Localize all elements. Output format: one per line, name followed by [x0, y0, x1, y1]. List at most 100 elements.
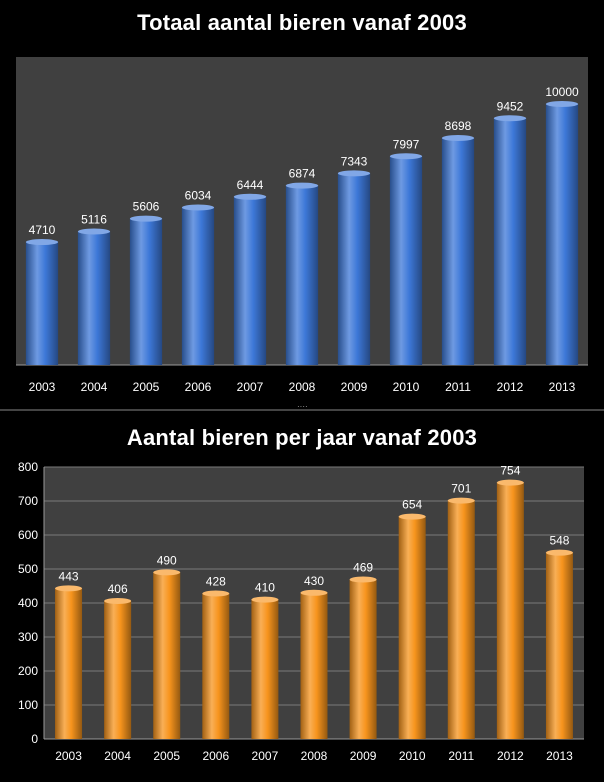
bar: [545, 552, 573, 739]
chart-title: Totaal aantal bieren vanaf 2003: [137, 10, 467, 35]
bar-cap: [55, 585, 83, 592]
data-label: 8698: [445, 119, 472, 133]
bar: [545, 103, 579, 366]
bar-cap: [545, 100, 579, 107]
bar-cap: [398, 513, 426, 520]
bar-cap: [233, 193, 267, 200]
x-tick-label: 2012: [497, 749, 524, 763]
bar: [300, 592, 328, 739]
x-tick-label: 2004: [104, 749, 131, 763]
x-tick-label: 2013: [546, 749, 573, 763]
x-tick-label: 2008: [301, 749, 328, 763]
data-label: 7997: [393, 137, 420, 151]
bar: [55, 588, 83, 739]
data-label: 443: [59, 569, 79, 583]
x-tick-label: 2005: [153, 749, 180, 763]
bar-cap: [441, 134, 475, 141]
y-tick-label: 200: [18, 664, 38, 678]
x-tick-label: 2004: [81, 380, 108, 394]
x-tick-label: 2006: [202, 749, 229, 763]
data-label: 6444: [237, 178, 264, 192]
bar: [251, 599, 279, 739]
data-label: 4710: [29, 223, 56, 237]
bar: [389, 156, 423, 365]
x-tick-label: 2009: [350, 749, 377, 763]
data-label: 654: [402, 498, 422, 512]
data-label: 410: [255, 581, 275, 595]
total-beers-chart-panel: Totaal aantal bieren vanaf 2003 4710 2003…: [16, 10, 588, 394]
bar: [337, 173, 371, 365]
x-tick-label: 2011: [445, 380, 471, 394]
bar-cap: [496, 479, 524, 486]
data-label: 7343: [341, 154, 368, 168]
data-label: 9452: [497, 99, 524, 113]
data-label: 6034: [185, 189, 212, 203]
bar-cap: [447, 497, 475, 504]
bar: [25, 242, 59, 365]
bar-cap: [285, 182, 319, 189]
y-tick-label: 400: [18, 596, 38, 610]
x-tick-label: 2013: [549, 380, 576, 394]
data-label: 5116: [81, 212, 107, 226]
y-tick-label: 800: [18, 460, 38, 474]
bar: [181, 207, 215, 365]
data-label: 754: [500, 464, 520, 478]
y-tick-label: 700: [18, 494, 38, 508]
bar: [285, 185, 319, 365]
bar-cap: [349, 576, 377, 583]
bar-cap: [545, 549, 573, 556]
x-tick-label: 2005: [133, 380, 160, 394]
splitter-handle: ····: [297, 402, 308, 411]
bar-cap: [493, 115, 527, 122]
total-beers-chart: 4710 2003 5116 2004 5606 2005 6034 2006 6444 2007…: [16, 57, 588, 394]
bar-cap: [389, 153, 423, 160]
x-tick-label: 2012: [497, 380, 524, 394]
data-label: 430: [304, 574, 324, 588]
data-label: 548: [549, 534, 569, 548]
data-label: 701: [451, 482, 471, 496]
bar: [496, 482, 524, 739]
x-tick-label: 2011: [448, 749, 474, 763]
x-tick-label: 2008: [289, 380, 316, 394]
bar-cap: [25, 239, 59, 246]
x-tick-label: 2010: [393, 380, 420, 394]
data-label: 490: [157, 553, 177, 567]
beers-per-year-chart-panel: Aantal bieren per jaar vanaf 2003 0 100 20…: [0, 409, 604, 780]
bar-cap: [104, 597, 132, 604]
bar-cap: [251, 596, 279, 603]
bar: [202, 593, 230, 739]
bar-cap: [202, 590, 230, 597]
bar-cap: [337, 170, 371, 177]
data-label: 469: [353, 561, 373, 575]
bar: [441, 137, 475, 365]
data-label: 428: [206, 574, 226, 588]
x-tick-label: 2007: [237, 380, 264, 394]
y-tick-label: 300: [18, 630, 38, 644]
data-label: 5606: [133, 200, 160, 214]
bar-cap: [129, 215, 163, 222]
beers-per-year-chart: 0 100 200 300 400 500 600 700 800 443 2003 406 2004 4…: [18, 460, 584, 763]
data-label: 406: [108, 582, 128, 596]
data-label: 6874: [289, 167, 316, 181]
bar: [398, 516, 426, 739]
bar-cap: [153, 569, 181, 576]
bar: [447, 500, 475, 739]
bar: [153, 572, 181, 739]
bar: [104, 600, 132, 739]
x-tick-label: 2010: [399, 749, 426, 763]
bar: [77, 231, 111, 365]
y-tick-label: 0: [31, 732, 38, 746]
bar: [349, 579, 377, 739]
bar-cap: [77, 228, 111, 235]
data-label: 10000: [545, 85, 579, 99]
bar: [493, 118, 527, 366]
y-tick-label: 600: [18, 528, 38, 542]
x-tick-label: 2009: [341, 380, 368, 394]
bar: [233, 196, 267, 365]
y-tick-label: 100: [18, 698, 38, 712]
x-tick-label: 2006: [185, 380, 212, 394]
bar: [129, 218, 163, 365]
x-tick-label: 2003: [29, 380, 56, 394]
bar-cap: [181, 204, 215, 211]
bar-cap: [300, 589, 328, 596]
